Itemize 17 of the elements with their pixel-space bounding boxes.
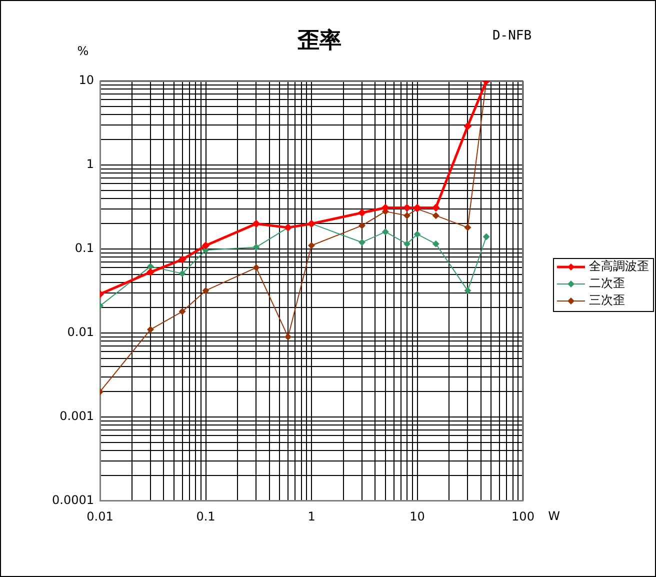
x-tick-label: 10: [410, 509, 425, 524]
y-tick-label: 0.1: [74, 241, 94, 256]
x-tick-label: 1: [308, 509, 316, 524]
y-tick-label: 0.001: [60, 409, 94, 424]
y-axis-title: %: [77, 44, 89, 58]
y-tick-label: 0.01: [67, 325, 94, 340]
y-tick-label: 1: [86, 157, 94, 172]
x-tick-label: 100: [512, 509, 534, 524]
x-axis-title: W: [548, 509, 560, 524]
y-tick-label: 10: [78, 73, 94, 88]
chart-subtitle: D-NFB: [492, 28, 532, 44]
y-tick-label: 0.0001: [52, 493, 94, 508]
legend-label: 二次歪: [589, 276, 625, 290]
legend-label: 三次歪: [589, 293, 625, 308]
chart-title: 歪率: [296, 28, 342, 54]
legend-label: 全高調波歪: [589, 259, 649, 274]
x-tick-label: 0.1: [196, 509, 216, 524]
